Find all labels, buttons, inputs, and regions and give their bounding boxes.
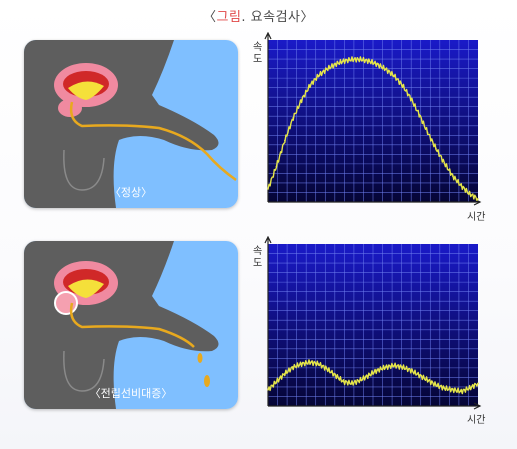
- flow-rate-point: [351, 58, 353, 61]
- flow-rate-point: [300, 99, 303, 101]
- title-rest: . 요속검사〉: [241, 10, 315, 25]
- flow-rate-point: [326, 367, 328, 370]
- flow-rate-point: [342, 60, 345, 62]
- flow-rate-point: [452, 175, 454, 177]
- x-axis-arrow: [473, 198, 482, 206]
- flow-rate-point: [334, 374, 336, 376]
- flow-rate-point: [317, 363, 320, 365]
- flow-rate-line: [267, 359, 479, 395]
- title-highlight: 그림: [216, 10, 242, 25]
- flow-rate-point: [368, 60, 370, 62]
- flow-rate-point: [359, 379, 362, 381]
- flow-rate-point: [284, 372, 286, 375]
- flow-rate-point: [477, 198, 479, 200]
- flow-rate-point: [284, 139, 286, 142]
- flow-rate-point: [359, 58, 362, 61]
- flow-rate-point: [309, 361, 311, 364]
- flow-rate-point: [376, 369, 378, 372]
- flow-rate-point: [418, 374, 420, 376]
- flow-rate-point: [317, 74, 320, 77]
- normal-label: 〈정상〉: [109, 186, 153, 199]
- flow-rate-point: [267, 188, 269, 190]
- urethra-stream: [69, 101, 237, 182]
- chart-1-ylabel: 속 도: [253, 42, 263, 65]
- chart-grid: [268, 244, 478, 406]
- flow-rate-point: [443, 162, 446, 164]
- flow-rate-point: [410, 97, 412, 100]
- normal-flow-chart: [264, 32, 482, 206]
- flow-rate-point: [468, 193, 471, 195]
- flow-rate-point: [309, 84, 311, 87]
- flow-rate-point: [267, 389, 269, 391]
- flow-rate-point: [468, 387, 471, 389]
- flow-rate-point: [334, 63, 336, 66]
- urine-drop-2: [204, 375, 210, 387]
- flow-rate-point: [426, 379, 429, 381]
- flow-rate-point: [292, 117, 294, 119]
- bph-anatomy-drawing: [24, 241, 238, 409]
- flow-rate-point: [275, 165, 278, 168]
- chart-grid: [268, 40, 478, 202]
- enlarged-prostate: [54, 291, 78, 315]
- x-axis-arrow: [473, 402, 482, 410]
- chart-1-xlabel: 시간: [467, 212, 486, 223]
- flow-rate-point: [300, 363, 303, 365]
- bph-anatomy-illustration: 〈전립선비대증〉: [24, 241, 238, 409]
- flow-rate-point: [351, 382, 353, 385]
- flow-rate-point: [452, 389, 454, 391]
- bph-flow-chart: [264, 236, 482, 410]
- flow-rate-point: [368, 374, 370, 376]
- urethra-stream: [69, 302, 195, 348]
- flow-rate-line: [267, 56, 479, 201]
- flow-rate-point: [275, 380, 278, 383]
- flow-rate-point: [410, 369, 412, 372]
- flow-rate-point: [384, 366, 387, 368]
- flow-rate-point: [376, 63, 378, 66]
- flow-rate-point: [393, 74, 395, 77]
- figure-title: 〈그림. 요속검사〉: [0, 6, 517, 25]
- y-axis-arrow: [264, 236, 272, 244]
- flow-rate-point: [342, 380, 345, 383]
- flow-rate-point: [460, 390, 462, 393]
- flow-rate-point: [435, 384, 437, 386]
- title-open-bracket: 〈: [202, 10, 217, 25]
- urine-drop-1: [197, 353, 203, 363]
- scrotum-outline: [63, 149, 105, 191]
- flow-rate-point: [477, 382, 479, 385]
- bph-label: 〈전립선비대증〉: [89, 387, 173, 400]
- y-axis-arrow: [264, 32, 272, 40]
- flow-rate-point: [384, 68, 387, 70]
- flow-rate-point: [326, 68, 328, 70]
- chart-2-ylabel: 속 도: [253, 246, 263, 269]
- flow-rate-point: [292, 366, 294, 368]
- normal-anatomy-illustration: 〈정상〉: [24, 40, 238, 208]
- flow-rate-point: [435, 147, 437, 150]
- flow-rate-point: [393, 364, 395, 367]
- flow-rate-point: [426, 131, 429, 134]
- flow-rate-point: [460, 185, 462, 187]
- flow-rate-point: [401, 366, 404, 368]
- urine-in-bladder: [68, 279, 104, 298]
- scrotum-outline: [63, 350, 105, 392]
- urine-in-bladder: [68, 81, 104, 100]
- flow-rate-point: [443, 387, 446, 389]
- flow-rate-point: [418, 113, 420, 116]
- flow-rate-point: [401, 84, 404, 87]
- chart-2-xlabel: 시간: [467, 415, 486, 426]
- normal-anatomy-drawing: [24, 40, 238, 208]
